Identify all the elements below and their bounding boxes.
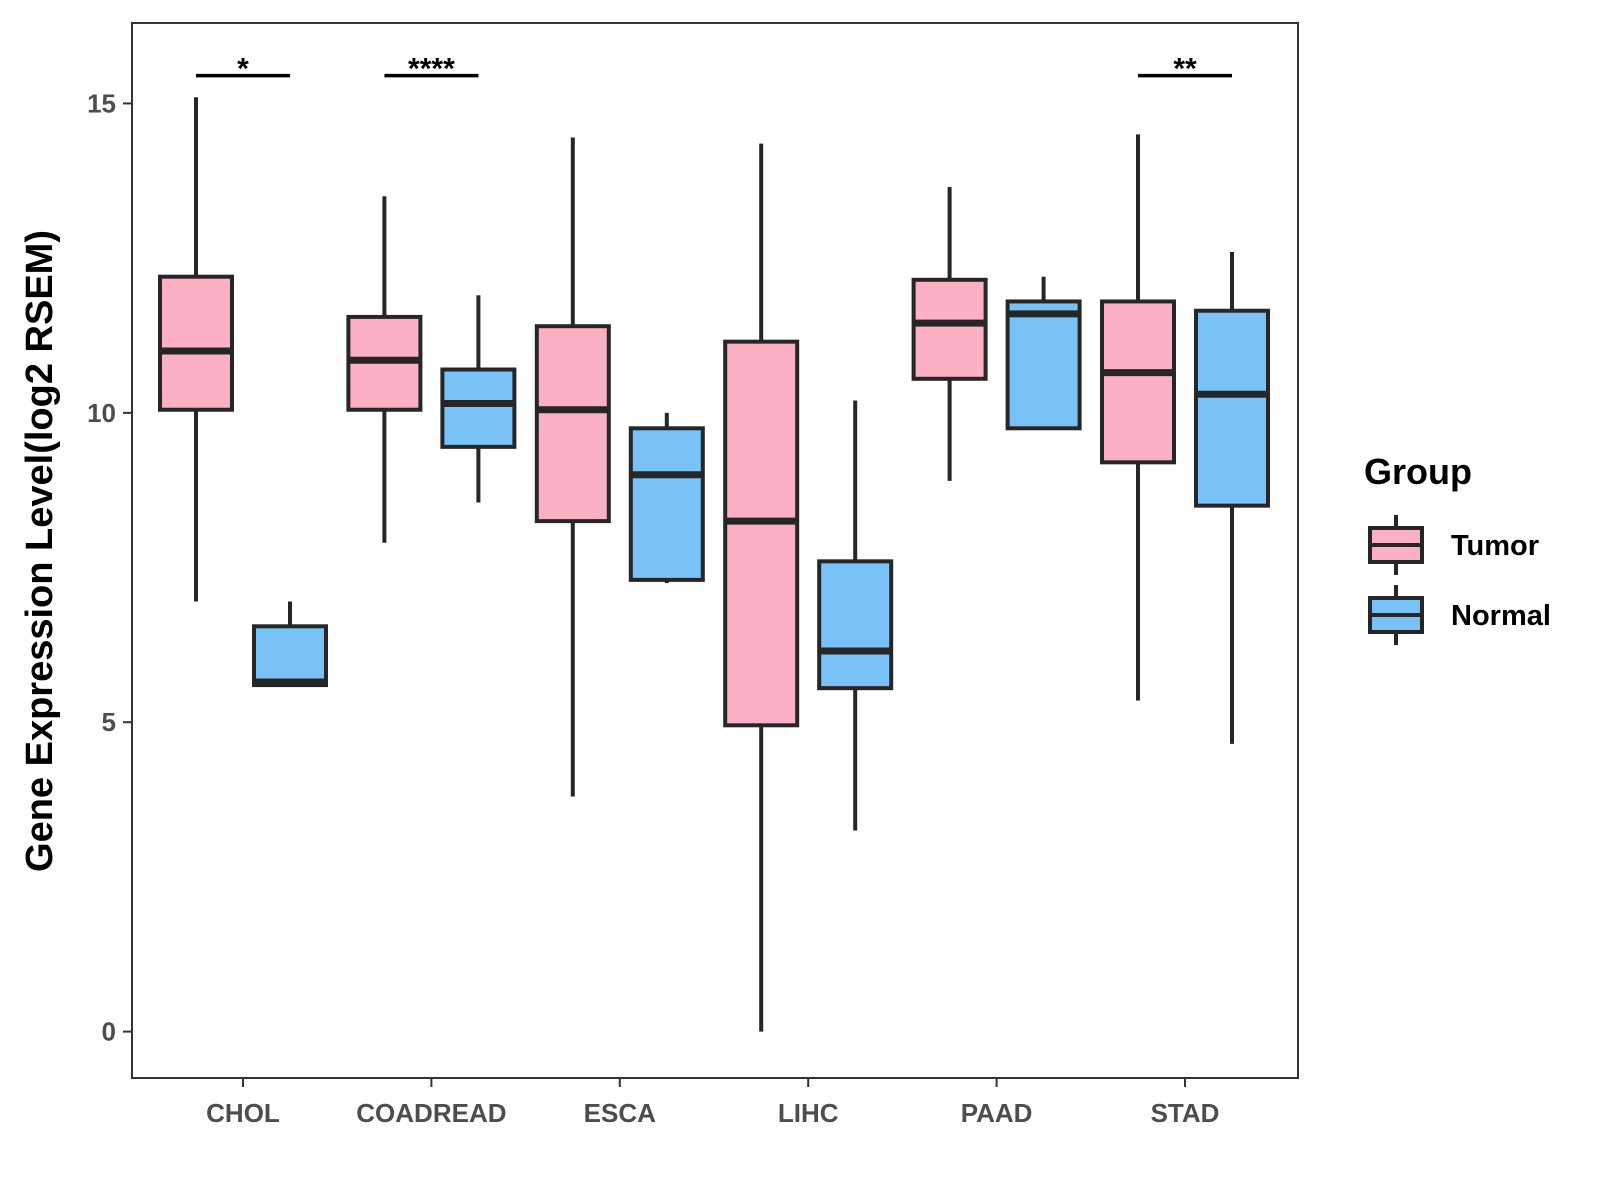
y-axis-title: Gene Expression Level(log2 RSEM) [19,230,61,872]
significance-label: ** [1173,53,1197,86]
box-body [817,559,894,691]
box-normal-coadread [440,295,517,503]
box-body [534,324,611,524]
box-body [911,277,988,381]
x-tick-label-esca: ESCA [584,1098,656,1128]
x-tick-label-stad: STAD [1151,1098,1220,1128]
box-body [158,274,234,412]
significance-label: * [237,53,249,86]
box-body [252,624,328,688]
x-tick-label-lihc: LIHC [778,1098,839,1128]
box-normal-lihc [817,400,894,831]
box-tumor-paad [911,186,988,481]
y-tick-label: 10 [87,398,116,428]
legend-label-normal: Normal [1451,600,1551,632]
box-tumor-chol [158,97,234,602]
box-normal-chol [252,601,328,688]
legend-title: Group [1364,451,1472,492]
box-body [1100,299,1176,465]
significance-annotations: * **** ** [196,53,1232,86]
box-body [628,426,705,582]
plot-panel [131,22,1299,1079]
box-body [723,339,800,728]
box-series [158,97,1270,1032]
y-tick-label: 5 [102,707,116,737]
x-axis: CHOL COADREAD ESCA LIHC PAAD STAD [206,1078,1219,1128]
box-body [1194,308,1270,508]
legend-key-normal [1368,585,1424,645]
y-tick-label: 0 [102,1017,116,1047]
box-body [440,367,517,449]
box-tumor-coadread [346,196,423,543]
x-tick-label-coadread: COADREAD [356,1098,506,1128]
significance-label: **** [408,53,455,86]
box-body [1005,299,1082,431]
x-tick-label-chol: CHOL [206,1098,280,1128]
legend-key-tumor [1368,515,1424,575]
legend-label-tumor: Tumor [1451,530,1539,562]
box-normal-paad [1005,276,1082,431]
box-tumor-stad [1100,134,1176,701]
legend: Group Tumor Normal [1364,451,1551,645]
y-axis: 0 5 10 15 [87,88,132,1047]
box-tumor-lihc [723,143,800,1032]
box-normal-esca [628,412,705,583]
x-tick-label-paad: PAAD [961,1098,1033,1128]
box-normal-stad [1194,251,1270,744]
y-tick-label: 15 [87,88,116,118]
box-tumor-esca [534,137,611,797]
